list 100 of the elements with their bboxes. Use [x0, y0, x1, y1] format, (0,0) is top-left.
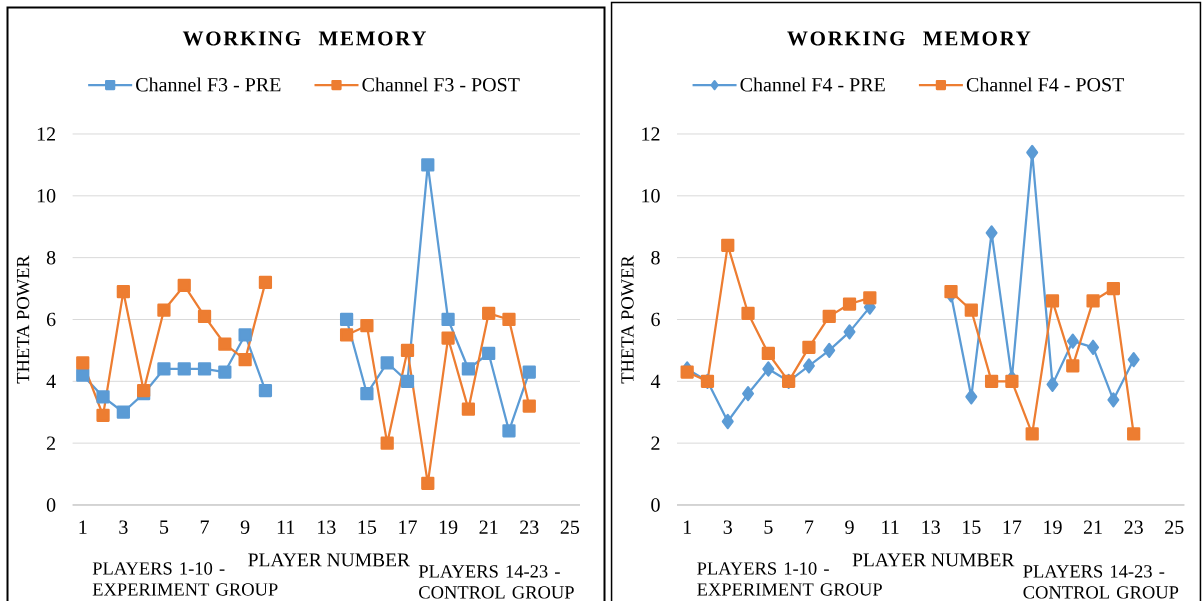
y-tick-label: 12 [37, 127, 55, 141]
point [177, 278, 191, 293]
legend-label: Channel F3 - POST [362, 77, 520, 92]
point [116, 285, 130, 299]
x-tick-label: 15 [963, 520, 981, 534]
point [96, 390, 110, 404]
point [802, 358, 815, 374]
point [522, 365, 536, 379]
point [502, 424, 516, 438]
point [400, 343, 415, 358]
point [1086, 294, 1100, 308]
y-tick-label: 10 [37, 189, 56, 203]
x-tick-label: 7 [805, 520, 814, 534]
point [96, 408, 110, 422]
text: PLAYERS 14-23 - CONTROL GROUP [418, 565, 574, 599]
point [258, 383, 273, 398]
y-tick-label: 0 [651, 498, 660, 512]
y-tick-label: 6 [651, 312, 660, 327]
point [1127, 427, 1141, 441]
point [360, 387, 374, 401]
x-tick-label: 21 [1083, 520, 1102, 534]
point [258, 275, 273, 290]
point [965, 389, 978, 405]
x-tick-label: 1 [683, 520, 691, 534]
point [177, 362, 191, 376]
point [238, 353, 252, 367]
x-tick-label: 17 [1003, 520, 1022, 534]
x-tick-label: 23 [1124, 520, 1143, 534]
text: PLAYERS 14-23 - CONTROL GROUP [1023, 565, 1179, 599]
point [218, 365, 232, 379]
legend-label: Channel F3 - PRE [136, 77, 281, 92]
y-tick-label: 2 [46, 436, 55, 450]
point [76, 368, 90, 382]
x-tick-label: 9 [845, 520, 854, 534]
y-tick-label: 4 [650, 374, 661, 388]
point [1045, 294, 1060, 308]
x-tick-label: 9 [240, 520, 250, 534]
point [137, 383, 151, 398]
x-tick-label: 23 [520, 520, 539, 534]
point [1066, 333, 1079, 349]
point [197, 362, 212, 376]
point [1046, 376, 1059, 393]
point [339, 312, 354, 327]
x-tick-label: 11 [277, 520, 295, 534]
point [985, 225, 998, 241]
point [984, 374, 999, 388]
point [944, 285, 958, 299]
point [441, 331, 455, 345]
point [461, 362, 476, 376]
point [421, 476, 435, 490]
x-tick-label: 21 [479, 520, 498, 534]
point [1026, 144, 1039, 161]
point [461, 402, 476, 416]
x-tick-label: 7 [200, 520, 209, 534]
point [380, 436, 394, 450]
point [1107, 392, 1120, 408]
point [680, 365, 694, 379]
y-tick-label: 0 [46, 498, 56, 512]
point [502, 312, 516, 327]
point [76, 356, 90, 370]
point [380, 356, 394, 370]
point [1005, 374, 1019, 388]
point [1106, 281, 1121, 296]
legend-label: Channel F4 - POST [966, 77, 1125, 92]
point [339, 328, 354, 342]
point [742, 386, 755, 402]
point [863, 291, 877, 305]
point [964, 303, 978, 317]
point [762, 361, 775, 377]
x-tick-label: 25 [1165, 520, 1184, 534]
x-tick-label: 17 [399, 520, 417, 534]
point [218, 337, 232, 351]
point [1127, 352, 1140, 368]
point [522, 399, 536, 413]
point [421, 158, 435, 172]
x-tick-label: 11 [882, 520, 899, 534]
x-tick-label: 1 [79, 520, 87, 534]
x-tick-label: 19 [1044, 520, 1062, 534]
y-tick-label: 8 [46, 250, 56, 265]
x-tick-label: 5 [160, 520, 169, 534]
point [441, 312, 455, 327]
x-tick-label: 13 [318, 520, 336, 534]
y-tick-label: 2 [651, 436, 660, 450]
point [238, 328, 252, 342]
point [822, 309, 836, 324]
point [360, 319, 374, 333]
point [721, 238, 735, 252]
y-axis-title: THETA POWER [16, 255, 30, 384]
point [1066, 359, 1080, 373]
point [761, 346, 775, 361]
x-tick-label: 19 [439, 520, 458, 534]
x-tick-label: 13 [922, 520, 940, 534]
point [741, 306, 755, 320]
point [157, 303, 171, 317]
legend-label: Channel F4 - PRE [740, 77, 885, 92]
x-tick-label: 5 [764, 520, 773, 534]
chart-title: WORKING MEMORY [182, 31, 427, 46]
point [482, 346, 496, 361]
y-tick-label: 10 [642, 189, 660, 203]
y-tick-label: 12 [642, 127, 660, 141]
